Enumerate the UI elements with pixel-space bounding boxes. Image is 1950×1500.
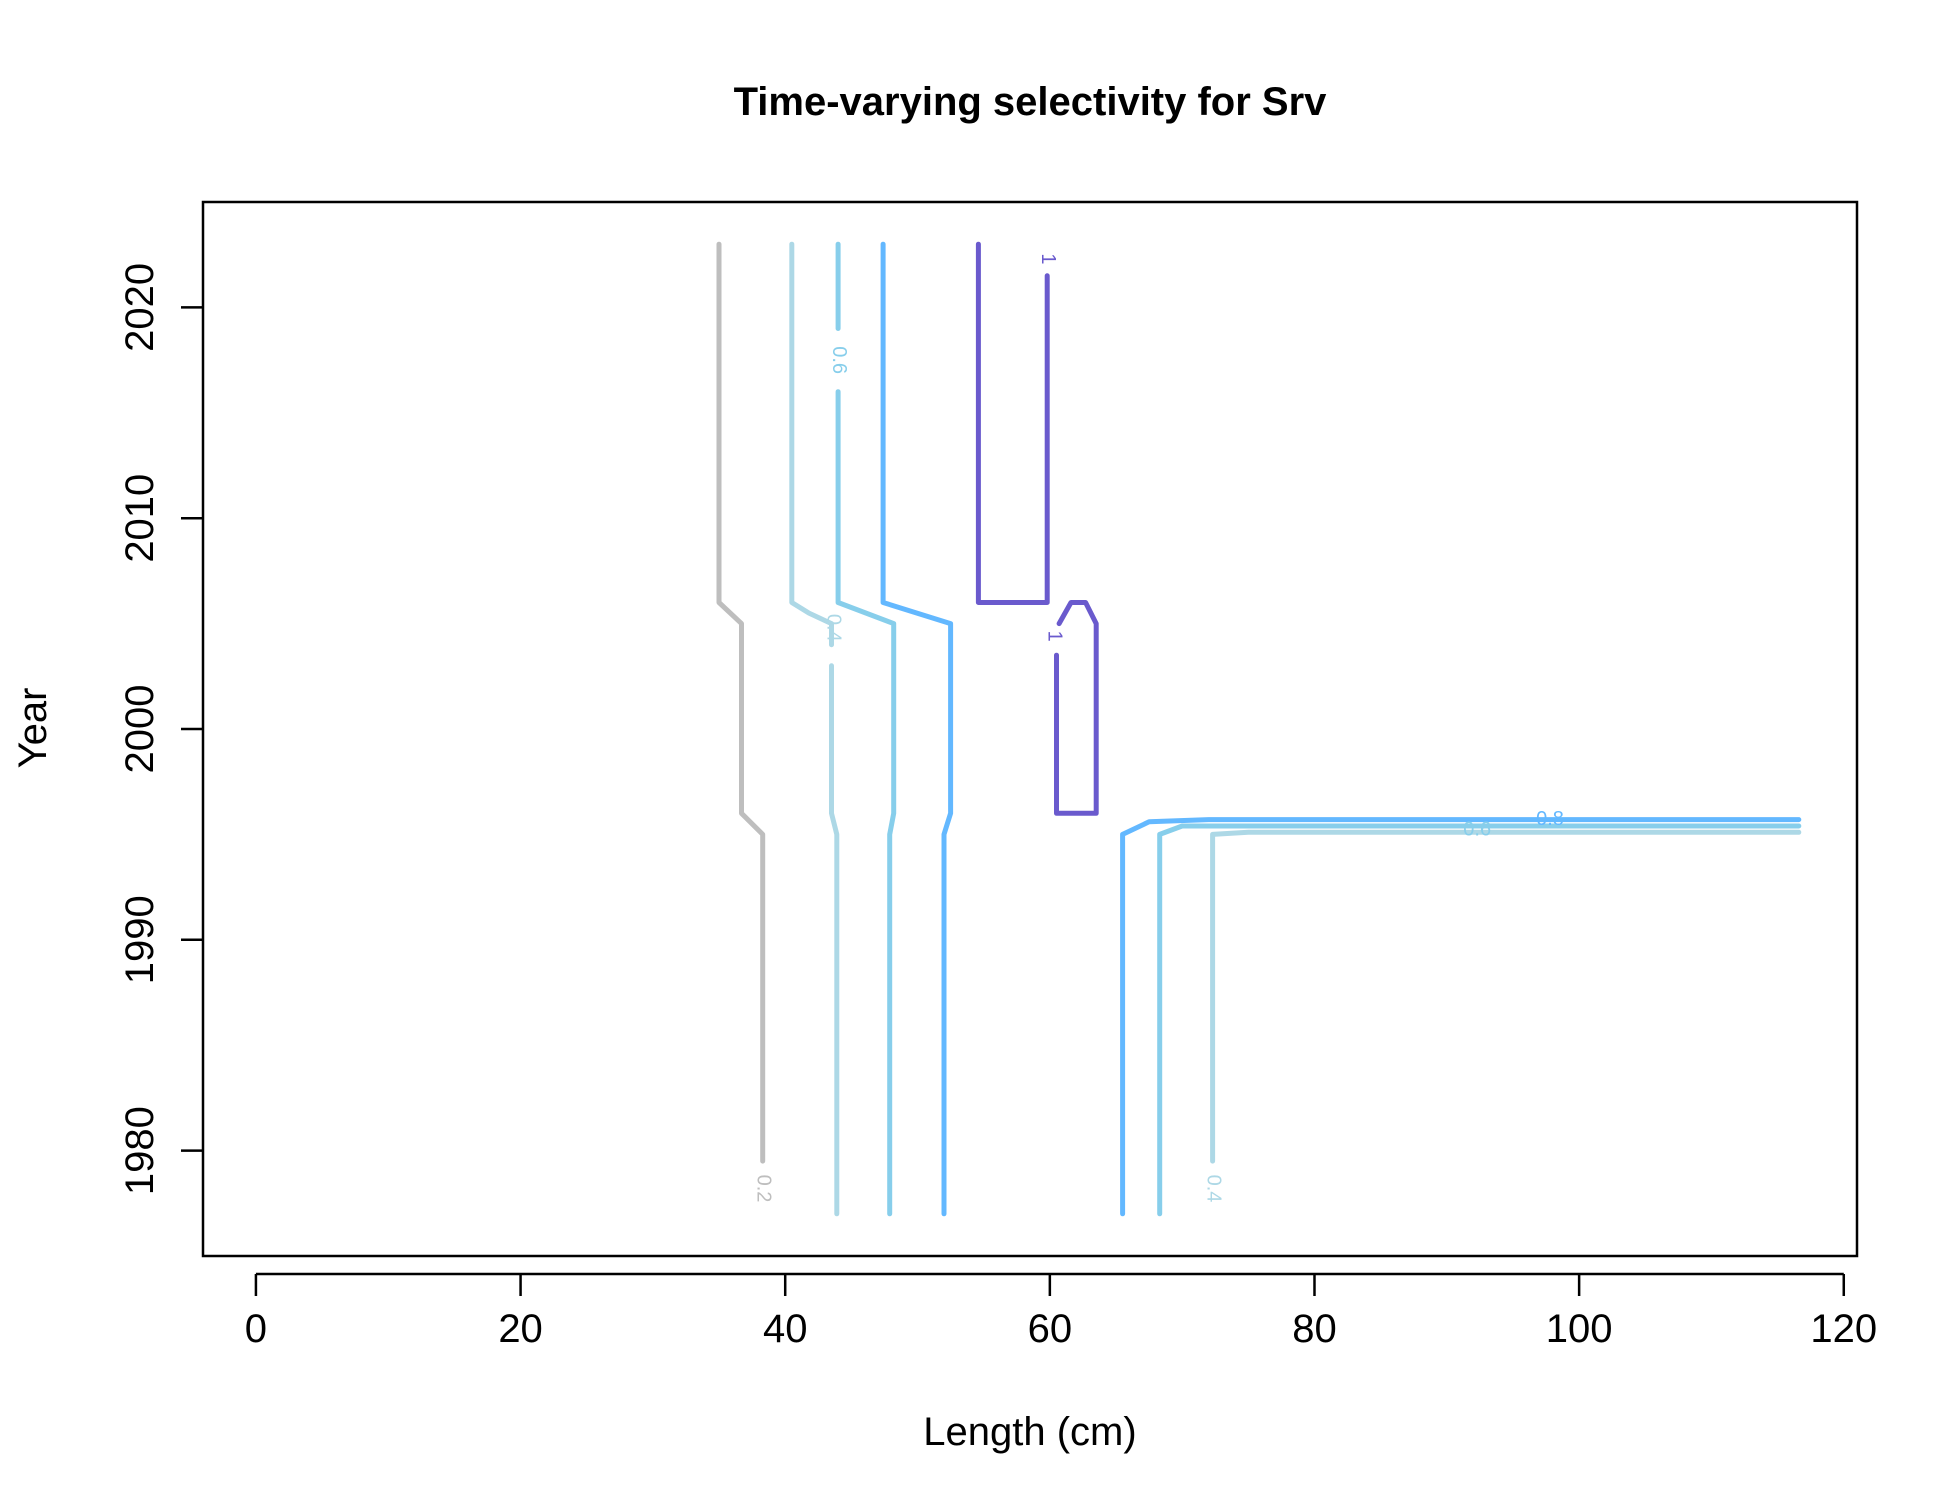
y-tick-label: 2010	[118, 474, 162, 563]
x-tick-label: 100	[1546, 1307, 1613, 1351]
x-tick-label: 80	[1292, 1307, 1337, 1351]
x-tick-label: 0	[245, 1307, 267, 1351]
y-tick-label: 2000	[118, 685, 162, 774]
contour-line-0-4	[789, 241, 834, 648]
x-tick-label: 20	[498, 1307, 543, 1351]
contour-line-0-8	[880, 241, 954, 1217]
y-tick-label: 1990	[118, 895, 162, 984]
contour-line-0-6	[835, 389, 897, 1217]
y-axis: 1980 1990 2000 2010 2020	[118, 263, 203, 1195]
contour-label-0-4: 0.4	[1202, 1175, 1224, 1203]
contour-line-0-8	[1120, 817, 1802, 1217]
x-tick-label: 60	[1028, 1307, 1073, 1351]
contour-label-0-6: 0.6	[828, 346, 850, 374]
contour-line-0-4	[1210, 829, 1802, 1164]
y-tick-label: 2020	[118, 263, 162, 352]
contour-label-1: 1	[1044, 631, 1066, 642]
contour-label-0-2: 0.2	[752, 1175, 774, 1203]
x-tick-label: 120	[1810, 1307, 1877, 1351]
y-tick-label: 1980	[118, 1106, 162, 1195]
contour-lines	[716, 241, 1802, 1217]
contour-labels: 0.2 0.4 0.4 0.6 0.6 0.8 1 1	[752, 253, 1563, 1202]
contour-line-0-2	[716, 241, 766, 1164]
contour-line-1	[1054, 600, 1099, 816]
contour-line-0-4	[829, 663, 840, 1217]
contour-line-1	[975, 241, 1050, 605]
y-axis-label: Year	[11, 688, 55, 769]
contour-label-0-6: 0.6	[1463, 818, 1491, 840]
contour-line-0-6	[1157, 823, 1802, 1217]
contour-label-0-8: 0.8	[1536, 808, 1564, 830]
plot-frame	[201, 200, 1859, 1258]
contour-label-0-4: 0.4	[823, 614, 845, 642]
x-axis: 0 20 40 60 80 100 120	[245, 1272, 1877, 1351]
chart-title: Time-varying selectivity for Srv	[734, 80, 1328, 124]
contour-label-1: 1	[1037, 253, 1059, 264]
x-tick-label: 40	[763, 1307, 808, 1351]
x-axis-label: Length (cm)	[923, 1410, 1136, 1454]
